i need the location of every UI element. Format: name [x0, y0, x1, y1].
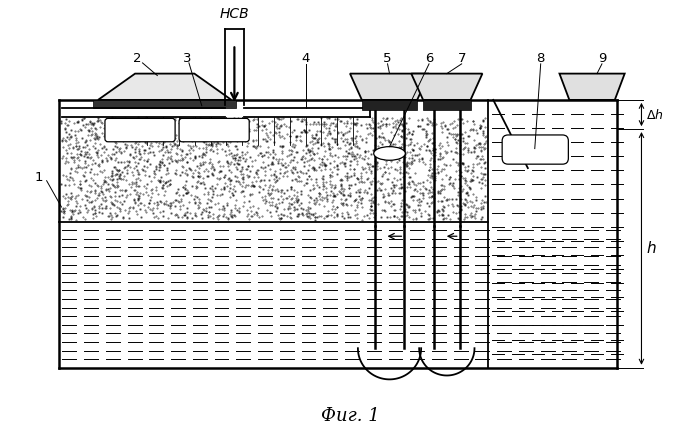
- Text: Фиг. 1: Фиг. 1: [321, 407, 380, 426]
- Text: $h$: $h$: [647, 240, 657, 256]
- Text: 4: 4: [301, 52, 310, 64]
- Polygon shape: [559, 74, 625, 100]
- Polygon shape: [423, 100, 470, 110]
- Polygon shape: [98, 74, 231, 100]
- Ellipse shape: [374, 147, 405, 160]
- Polygon shape: [411, 74, 482, 100]
- Polygon shape: [93, 100, 236, 108]
- Text: 2: 2: [134, 52, 142, 64]
- FancyBboxPatch shape: [105, 118, 175, 142]
- Text: 8: 8: [537, 52, 545, 64]
- Text: 3: 3: [182, 52, 192, 64]
- FancyBboxPatch shape: [502, 135, 568, 164]
- Polygon shape: [362, 100, 417, 110]
- Text: 6: 6: [425, 52, 433, 64]
- Text: 7: 7: [457, 52, 466, 64]
- Text: 1: 1: [34, 171, 43, 184]
- Text: 9: 9: [598, 52, 606, 64]
- Text: 5: 5: [383, 52, 392, 64]
- Polygon shape: [350, 74, 429, 100]
- Text: НСВ: НСВ: [219, 7, 250, 21]
- Text: $\Delta h$: $\Delta h$: [647, 108, 664, 122]
- FancyBboxPatch shape: [179, 118, 250, 142]
